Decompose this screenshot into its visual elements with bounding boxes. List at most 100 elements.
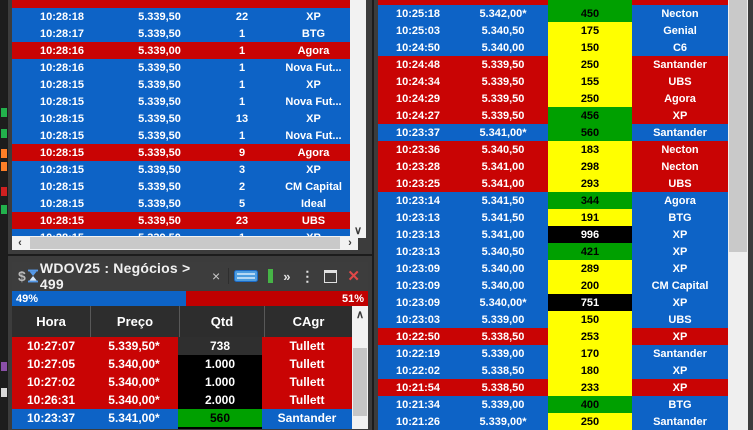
horizontal-scrollbar[interactable]: ‹ › — [12, 236, 358, 250]
scroll-left-icon[interactable]: ‹ — [18, 237, 22, 249]
trade-price: 5.339,50 — [481, 75, 525, 88]
trade-row[interactable]: 10:25:03 5.340,50 175 Genial — [378, 22, 728, 39]
trade-row[interactable]: 10:28:15 5.339,50 1 Nova Fut... — [12, 127, 350, 144]
trade-broker: Santander — [653, 58, 707, 71]
trade-row[interactable] — [378, 0, 728, 5]
trade-time: 10:28:16 — [39, 44, 85, 57]
trade-row[interactable]: 10:23:03 5.339,00 150 UBS — [378, 311, 728, 328]
trade-row[interactable] — [12, 0, 350, 8]
trade-broker: BTG — [668, 211, 692, 224]
trade-row[interactable]: 10:23:09 5.340,00* 751 XP — [378, 294, 728, 311]
trade-row[interactable]: 10:28:15 5.339,50 2 CM Capital — [12, 178, 350, 195]
trade-broker: XP — [672, 228, 688, 241]
trade-broker: Genial — [663, 24, 697, 37]
trade-broker: UBS — [301, 214, 326, 227]
trade-broker: Santander — [653, 415, 707, 428]
trade-row[interactable]: 10:24:48 5.339,50 250 Santander — [378, 56, 728, 73]
trade-row[interactable]: 10:28:17 5.339,50 1 BTG — [12, 25, 350, 42]
trade-row[interactable]: 10:23:14 5.341,50 344 Agora — [378, 192, 728, 209]
trade-row[interactable]: 10:28:15 5.339,50 13 XP — [12, 110, 350, 127]
trade-row[interactable]: 10:23:09 5.340,00 289 XP — [378, 260, 728, 277]
background-window-strip — [0, 0, 8, 430]
vertical-scrollbar[interactable]: ∧ — [352, 306, 368, 429]
trade-row[interactable]: 10:23:37 5.341,00* 560 Santander — [12, 409, 352, 427]
close-tab-icon[interactable]: × — [210, 268, 230, 284]
trade-qty: 150 — [548, 39, 632, 56]
trade-row[interactable]: 10:23:37 5.341,00* 560 Santander — [378, 124, 728, 141]
trade-row[interactable]: 10:28:15 5.339,50 23 UBS — [12, 212, 350, 229]
trade-row[interactable]: 10:28:15 5.339,50 5 Ideal — [12, 195, 350, 212]
trade-row[interactable]: 10:26:31 5.340,00* 2.000 Tullett — [12, 391, 352, 409]
trade-row[interactable]: 10:28:15 5.339,50 3 XP — [12, 161, 350, 178]
trade-broker: Tullett — [289, 339, 325, 353]
trade-row[interactable]: 10:28:15 5.339,50 9 Agora — [12, 144, 350, 161]
trade-price: 5.341,00 — [481, 177, 525, 190]
scrollbar-thumb[interactable] — [30, 237, 340, 249]
scrollbar-thumb[interactable] — [729, 0, 747, 252]
trade-time: 10:24:29 — [395, 92, 441, 105]
trade-row[interactable]: 10:23:28 5.341,00 298 Necton — [378, 158, 728, 175]
trade-row[interactable]: 10:28:16 5.339,00 1 Agora — [12, 42, 350, 59]
kebab-menu-icon[interactable]: ⋮ — [300, 267, 315, 284]
trade-row[interactable]: 10:23:36 5.340,50 183 Necton — [378, 141, 728, 158]
trade-row[interactable]: 10:28:15 5.339,50 1 XP — [12, 76, 350, 93]
trade-row[interactable]: 10:28:18 5.339,50 22 XP — [12, 8, 350, 25]
trade-row[interactable]: 10:28:15 5.339,50 1 XP — [12, 229, 350, 238]
trade-row[interactable]: 10:25:18 5.342,00* 450 Necton — [378, 5, 728, 22]
trade-row[interactable]: 10:24:34 5.339,50 155 UBS — [378, 73, 728, 90]
trade-qty: 250 — [548, 56, 632, 73]
trade-price: 5.338,50 — [481, 381, 525, 394]
trade-row[interactable]: 10:22:50 5.338,50 253 XP — [378, 328, 728, 345]
trade-price: 5.341,00 — [481, 160, 525, 173]
trade-row[interactable]: 10:21:26 5.339,00* 250 Santander — [378, 413, 728, 430]
trade-row[interactable]: 10:24:27 5.339,50 456 XP — [378, 107, 728, 124]
trade-row[interactable]: 10:27:07 5.339,50* 738 Tullett — [12, 337, 352, 355]
trade-broker: Tullett — [289, 375, 325, 389]
trade-row[interactable]: 10:23:13 5.341,50 191 BTG — [378, 209, 728, 226]
trade-broker: XP — [672, 330, 688, 343]
trade-row[interactable]: 10:23:13 5.340,50 421 XP — [378, 243, 728, 260]
scroll-right-icon[interactable]: › — [348, 237, 352, 249]
trade-price: 5.341,00 — [90, 427, 178, 429]
trade-broker: BTG — [301, 27, 326, 40]
trade-broker: Necton — [661, 7, 699, 20]
trade-row[interactable]: 10:28:16 5.339,50 1 Nova Fut... — [12, 59, 350, 76]
trade-qty: 1.000 — [178, 373, 262, 391]
scrollbar-thumb[interactable] — [353, 348, 367, 416]
trade-row[interactable]: 10:27:02 5.340,00* 1.000 Tullett — [12, 373, 352, 391]
trade-row[interactable]: 10:22:02 5.338,50 180 XP — [378, 362, 728, 379]
maximize-icon[interactable] — [324, 269, 338, 283]
trade-row[interactable]: 10:24:29 5.339,50 250 Agora — [378, 90, 728, 107]
chevron-double-right-icon[interactable]: » — [283, 268, 291, 284]
trade-broker: Necton — [661, 143, 699, 156]
vertical-scrollbar[interactable] — [728, 0, 748, 430]
background-cell-marker — [1, 187, 7, 196]
trade-time: 10:28:15 — [39, 197, 85, 210]
window-titlebar[interactable]: $ WDOV25 : Negócios > 499 × » ⋮ ✕ — [12, 260, 368, 292]
trade-row[interactable]: 10:21:54 5.338,50 233 XP — [378, 379, 728, 396]
trade-row[interactable]: 10:23:09 5.340,00 200 CM Capital — [378, 277, 728, 294]
trade-broker: Agora — [297, 146, 330, 159]
trade-price: 5.338,50 — [481, 330, 525, 343]
trade-qty: 996 — [178, 427, 262, 429]
trade-row[interactable]: 10:28:15 5.339,50 1 Nova Fut... — [12, 93, 350, 110]
scroll-up-icon[interactable]: ∧ — [355, 308, 365, 321]
trade-price: 5.339,50 — [138, 95, 181, 108]
trade-row[interactable]: 10:23:25 5.341,00 293 UBS — [378, 175, 728, 192]
buy-percent: 49% — [12, 291, 187, 306]
trade-row[interactable]: 10:22:19 5.339,00 170 Santander — [378, 345, 728, 362]
trade-row[interactable]: 10:27:05 5.340,00* 1.000 Tullett — [12, 355, 352, 373]
trade-qty: 13 — [235, 112, 249, 125]
trade-price: 5.340,00* — [108, 357, 160, 371]
trade-broker: XP — [306, 163, 321, 176]
trade-row[interactable]: 10:21:34 5.339,00 400 BTG — [378, 396, 728, 413]
vertical-scrollbar[interactable]: ∨ — [350, 0, 366, 238]
keyboard-icon[interactable] — [234, 270, 259, 282]
trade-broker: CM Capital — [285, 180, 342, 193]
trade-price: 5.339,50 — [138, 146, 181, 159]
scroll-down-icon[interactable]: ∨ — [353, 224, 363, 237]
trade-row[interactable]: 10:24:50 5.340,00 150 C6 — [378, 39, 728, 56]
close-window-icon[interactable]: ✕ — [347, 268, 360, 285]
